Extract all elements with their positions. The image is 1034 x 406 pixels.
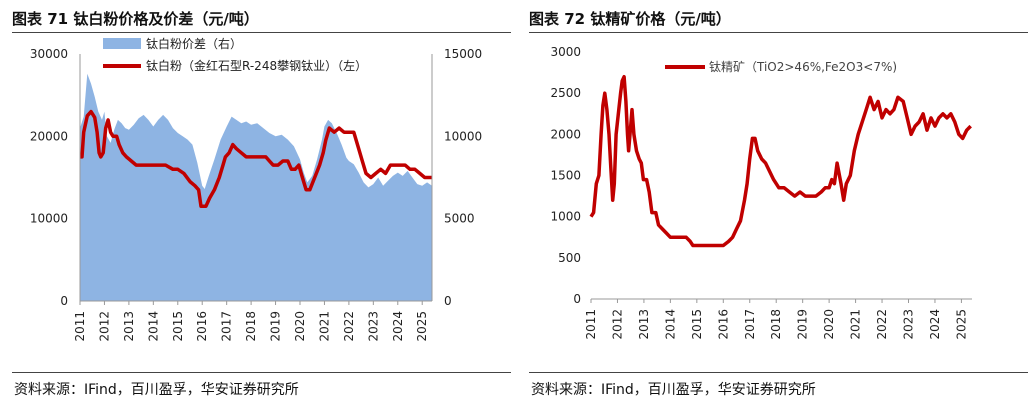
x-tick-label: 2014 (663, 309, 677, 340)
x-tick-label: 2015 (171, 311, 185, 342)
right-top-divider (529, 32, 1028, 33)
x-tick-label: 2013 (122, 311, 136, 342)
x-tick-label: 2017 (743, 309, 757, 340)
legend-ilmenite-label: 钛精矿（TiO2>46%,Fe2O3<7%) (709, 59, 897, 74)
y-tick-label: 1500 (550, 169, 581, 183)
x-tick-label: 2020 (293, 311, 307, 342)
x-tick-label: 2013 (637, 309, 651, 340)
ilmenite-price-line (589, 74, 972, 248)
x-tick-label: 2021 (849, 309, 863, 340)
x-tick-label: 2019 (796, 309, 810, 340)
x-tick-label: 2016 (716, 309, 730, 340)
y-right-tick-label: 15000 (444, 47, 482, 61)
x-tick-label: 2024 (391, 311, 405, 342)
x-tick-label: 2024 (928, 309, 942, 340)
x-tick-label: 2017 (220, 311, 234, 342)
y-left-tick-label: 30000 (30, 47, 68, 61)
y-tick-label: 2000 (550, 127, 581, 141)
x-tick-label: 2021 (317, 311, 331, 342)
x-tick-label: 2023 (366, 311, 380, 342)
left-top-divider (12, 32, 511, 33)
ilmenite-chart: 0 500 1000 1500 2000 2500 3000 2011 2012 2013 2014… (550, 45, 972, 340)
x-tick-label: 2012 (97, 311, 111, 342)
x-tick-label: 2022 (342, 311, 356, 342)
legend-spread-swatch (103, 38, 141, 49)
x-tick-label: 2016 (195, 311, 209, 342)
y-tick-label: 3000 (550, 45, 581, 59)
y-right-tick-label: 0 (444, 294, 452, 308)
x-tick-label: 2022 (875, 309, 889, 340)
legend-spread-label: 钛白粉价差（右） (146, 36, 242, 51)
x-tick-label: 2011 (584, 309, 598, 340)
right-chart-title: 图表 72 钛精矿价格（元/吨） (529, 10, 731, 28)
right-bottom-divider (529, 372, 1028, 373)
y-left-tick-label: 10000 (30, 212, 68, 226)
x-tick-label: 2011 (73, 311, 87, 342)
y-left-tick-label: 0 (60, 294, 68, 308)
x-tick-label: 2014 (146, 311, 160, 342)
spread-area (80, 73, 432, 301)
left-chart-panel: 图表 71 钛白粉价格及价差（元/吨） 0 10000 20000 30000 0 500… (12, 10, 511, 398)
price-line (80, 109, 432, 209)
x-tick-label: 2018 (769, 309, 783, 340)
x-tick-label: 2019 (269, 311, 283, 342)
x-tick-label: 2023 (902, 309, 916, 340)
right-chart-panel: 图表 72 钛精矿价格（元/吨） 0 500 1000 1500 2000 2500 300… (517, 0, 1034, 406)
y-right-tick-label: 5000 (444, 212, 475, 226)
y-right-tick-label: 10000 (444, 129, 482, 143)
legend-price-label: 钛白粉（金红石型R-248攀钢钛业）（左） (146, 58, 367, 73)
left-chart-title: 图表 71 钛白粉价格及价差（元/吨） (12, 10, 259, 28)
x-tick-label: 2025 (954, 309, 968, 340)
left-source-note: 资料来源：IFind，百川盈孚，华安证券研究所 (14, 382, 299, 398)
y-tick-label: 500 (558, 251, 581, 265)
x-tick-label: 2020 (822, 309, 836, 340)
y-tick-label: 1000 (550, 210, 581, 224)
y-left-tick-label: 20000 (30, 129, 68, 143)
x-tick-label: 2018 (244, 311, 258, 342)
x-tick-label: 2012 (610, 309, 624, 340)
y-tick-label: 2500 (550, 86, 581, 100)
y-tick-label: 0 (573, 292, 581, 306)
x-tick-label: 2015 (690, 309, 704, 340)
right-source-note: 资料来源：IFind，百川盈孚，华安证券研究所 (531, 382, 816, 398)
left-bottom-divider (12, 372, 511, 373)
titanium-dioxide-chart: 0 10000 20000 30000 0 5000 10000 15000 2011 2012 2… (30, 36, 482, 342)
x-tick-label: 2025 (415, 311, 429, 342)
